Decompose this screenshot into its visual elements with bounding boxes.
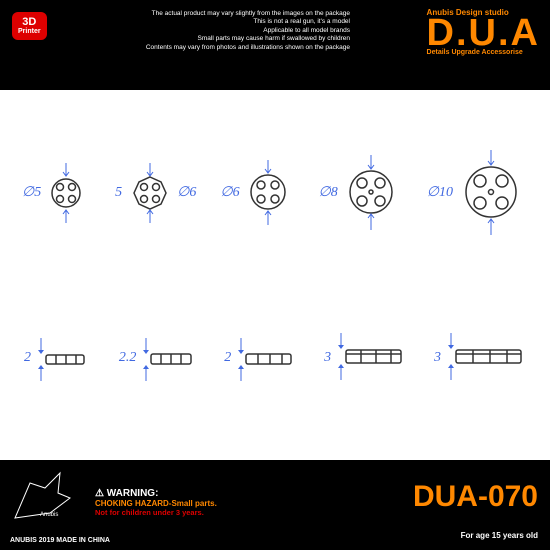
- part-top-3: ∅6: [220, 160, 294, 225]
- height-label: 2: [24, 350, 31, 366]
- brand-block: Anubis Design studio D.U.A Details Upgra…: [427, 8, 540, 56]
- badge-sub: Printer: [18, 28, 41, 36]
- badge-main: 3D: [22, 16, 36, 28]
- bottom-row-heights: 2 2.2 2: [10, 275, 540, 440]
- disclaimer-line: This is not a real gun, it's a model: [146, 18, 350, 26]
- diameter-label: ∅10: [427, 184, 453, 201]
- disclaimer-line: Applicable to all model brands: [146, 27, 350, 35]
- 3d-printer-badge: 3D Printer: [12, 12, 47, 40]
- height-label: 2: [224, 350, 231, 366]
- part-top-2: 5 ∅6: [115, 163, 196, 223]
- footer-bar: Anubis ANUBIS 2019 MADE IN CHINA WARNING…: [0, 460, 550, 550]
- part-top-1: ∅5: [22, 163, 91, 223]
- height-label: 3: [434, 350, 441, 366]
- part-drawing-icon: [240, 160, 295, 225]
- warning-hazard: CHOKING HAZARD-Small parts.: [95, 499, 217, 508]
- part-side-3: 2: [224, 333, 296, 383]
- technical-diagram-area: ∅5 5 ∅6 ∅6: [0, 90, 550, 460]
- diameter-label: ∅6: [177, 184, 196, 201]
- diameter-label: ∅5: [22, 184, 41, 201]
- diameter-label: 5: [115, 185, 122, 201]
- svg-text:Anubis: Anubis: [40, 512, 58, 518]
- anubis-logo-icon: Anubis: [10, 468, 80, 523]
- side-view-icon: [231, 333, 296, 383]
- product-code: DUA-070: [413, 480, 538, 514]
- part-drawing-icon: [41, 163, 91, 223]
- side-view-icon: [136, 333, 196, 383]
- brand-main: D.U.A: [427, 17, 540, 49]
- part-top-5: ∅10: [427, 150, 528, 235]
- header-bar: 3D Printer The actual product may vary s…: [0, 0, 550, 90]
- diameter-label: ∅8: [319, 184, 338, 201]
- disclaimer-line: The actual product may vary slightly fro…: [146, 10, 350, 18]
- height-label: 2.2: [119, 350, 137, 366]
- part-top-4: ∅8: [319, 155, 403, 230]
- part-drawing-icon: [338, 155, 403, 230]
- side-view-icon: [31, 333, 91, 383]
- disclaimer-line: Contents may vary from photos and illust…: [146, 44, 350, 52]
- part-side-1: 2: [24, 333, 91, 383]
- part-drawing-icon: [453, 150, 528, 235]
- disclaimer-line: Small parts may cause harm if swallowed …: [146, 35, 350, 43]
- part-side-2: 2.2: [119, 333, 197, 383]
- copyright-text: ANUBIS 2019 MADE IN CHINA: [10, 537, 110, 544]
- part-side-4: 3: [324, 330, 406, 385]
- side-view-icon: [441, 330, 526, 385]
- part-side-5: 3: [434, 330, 526, 385]
- side-view-icon: [331, 330, 406, 385]
- part-drawing-icon: [122, 163, 177, 223]
- warning-title: WARNING:: [95, 488, 217, 499]
- diameter-label: ∅6: [220, 184, 239, 201]
- age-recommendation: For age 15 years old: [461, 531, 538, 540]
- brand-tagline: Details Upgrade Accessorise: [427, 49, 540, 56]
- warning-age: Not for children under 3 years.: [95, 508, 217, 517]
- disclaimer-text: The actual product may vary slightly fro…: [146, 10, 350, 52]
- height-label: 3: [324, 350, 331, 366]
- warning-block: WARNING: CHOKING HAZARD-Small parts. Not…: [95, 488, 217, 517]
- top-row-diameters: ∅5 5 ∅6 ∅6: [10, 110, 540, 275]
